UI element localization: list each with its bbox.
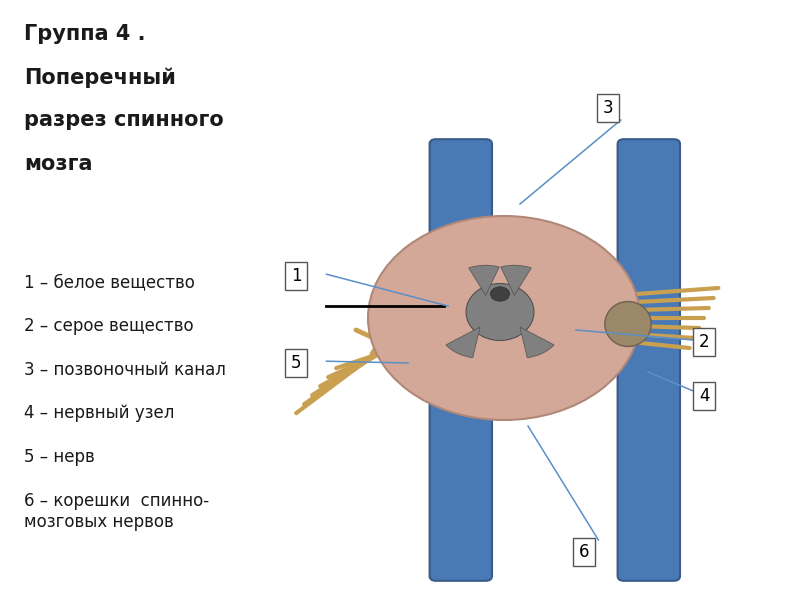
Text: разрез спинного: разрез спинного [24,110,224,130]
Circle shape [368,216,640,420]
Text: 3: 3 [602,99,614,117]
Text: мозга: мозга [24,154,93,173]
Text: 4: 4 [698,387,710,405]
Text: 4 – нервный узел: 4 – нервный узел [24,404,174,422]
Circle shape [490,287,510,301]
Text: 2: 2 [698,333,710,351]
Wedge shape [469,265,499,295]
Wedge shape [501,265,531,295]
Text: Группа 4 .: Группа 4 . [24,24,146,44]
Text: 5 – нерв: 5 – нерв [24,448,94,466]
FancyBboxPatch shape [618,139,680,581]
Wedge shape [446,327,480,358]
Wedge shape [520,327,554,358]
Text: 2 – серое вещество: 2 – серое вещество [24,317,194,335]
Text: 5: 5 [290,354,302,372]
Text: 3 – позвоночный канал: 3 – позвоночный канал [24,361,226,379]
Text: 6: 6 [578,543,590,561]
Text: Поперечный: Поперечный [24,67,176,88]
Text: 1: 1 [290,267,302,285]
Text: 6 – корешки  спинно-
мозговых нервов: 6 – корешки спинно- мозговых нервов [24,492,209,531]
FancyBboxPatch shape [430,139,492,581]
Text: 1 – белое вещество: 1 – белое вещество [24,273,195,291]
Ellipse shape [605,301,651,346]
Ellipse shape [466,283,534,340]
